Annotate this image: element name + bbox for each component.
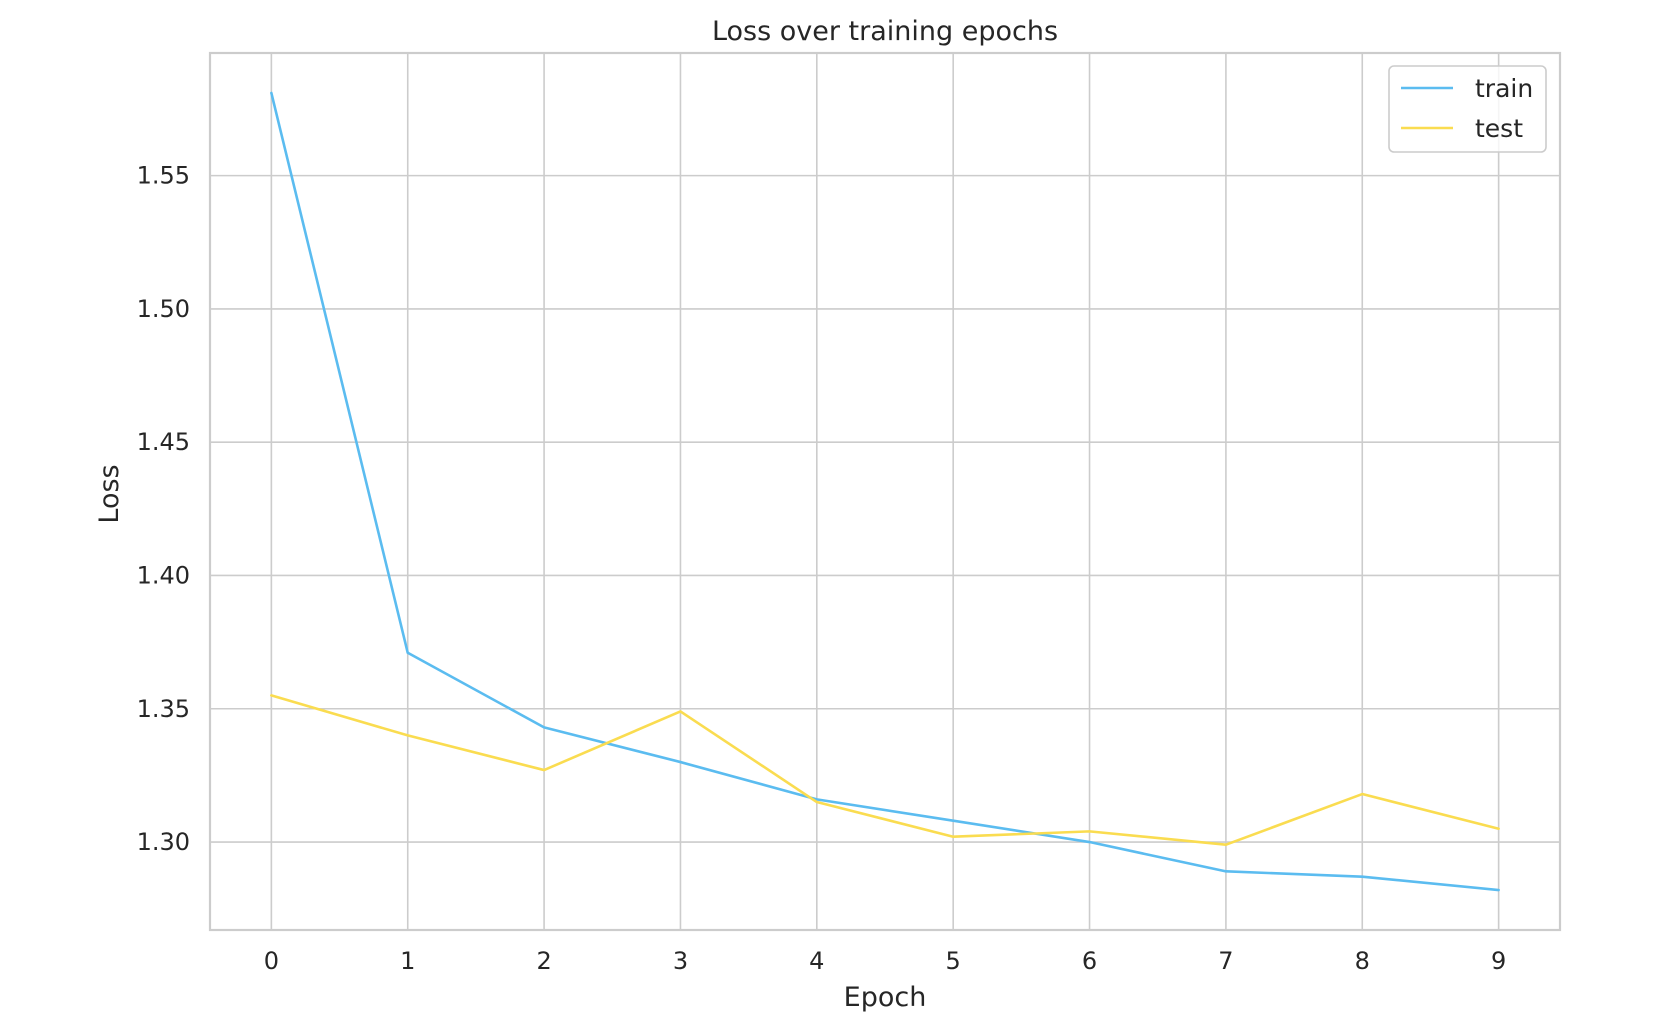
- y-axis-label: Loss: [94, 464, 125, 523]
- x-tick-label: 1: [400, 947, 415, 975]
- series-line-train: [270, 91, 1500, 892]
- x-tick-label: 2: [536, 947, 551, 975]
- x-tick-label: 5: [946, 947, 961, 975]
- legend-label-train: train: [1475, 74, 1533, 103]
- x-tick-label: 3: [673, 947, 688, 975]
- x-tick-label: 0: [264, 947, 279, 975]
- y-tick-label: 1.35: [137, 695, 190, 723]
- y-tick-label: 1.45: [137, 428, 190, 456]
- plot-frame: [208, 51, 1562, 932]
- chart-title: Loss over training epochs: [712, 16, 1058, 47]
- series-layer: [270, 91, 1500, 892]
- x-tick-label: 6: [1082, 947, 1097, 975]
- series-line-test: [270, 694, 1500, 847]
- y-tick-label: 1.55: [137, 162, 190, 190]
- y-axis-ticks: 1.30 1.35 1.40 1.45 1.50 1.55: [137, 162, 190, 856]
- x-axis-label: Epoch: [844, 982, 927, 1013]
- legend: train test: [1388, 65, 1547, 153]
- x-tick-label: 4: [809, 947, 824, 975]
- x-tick-label: 8: [1355, 947, 1370, 975]
- y-tick-label: 1.40: [137, 561, 190, 589]
- x-tick-label: 7: [1218, 947, 1233, 975]
- y-tick-label: 1.50: [137, 295, 190, 323]
- x-tick-label: 9: [1491, 947, 1506, 975]
- x-axis-ticks: 0 1 2 3 4 5 6 7 8 9: [264, 947, 1507, 975]
- grid: [210, 53, 1560, 930]
- legend-label-test: test: [1475, 114, 1523, 143]
- y-tick-label: 1.30: [137, 828, 190, 856]
